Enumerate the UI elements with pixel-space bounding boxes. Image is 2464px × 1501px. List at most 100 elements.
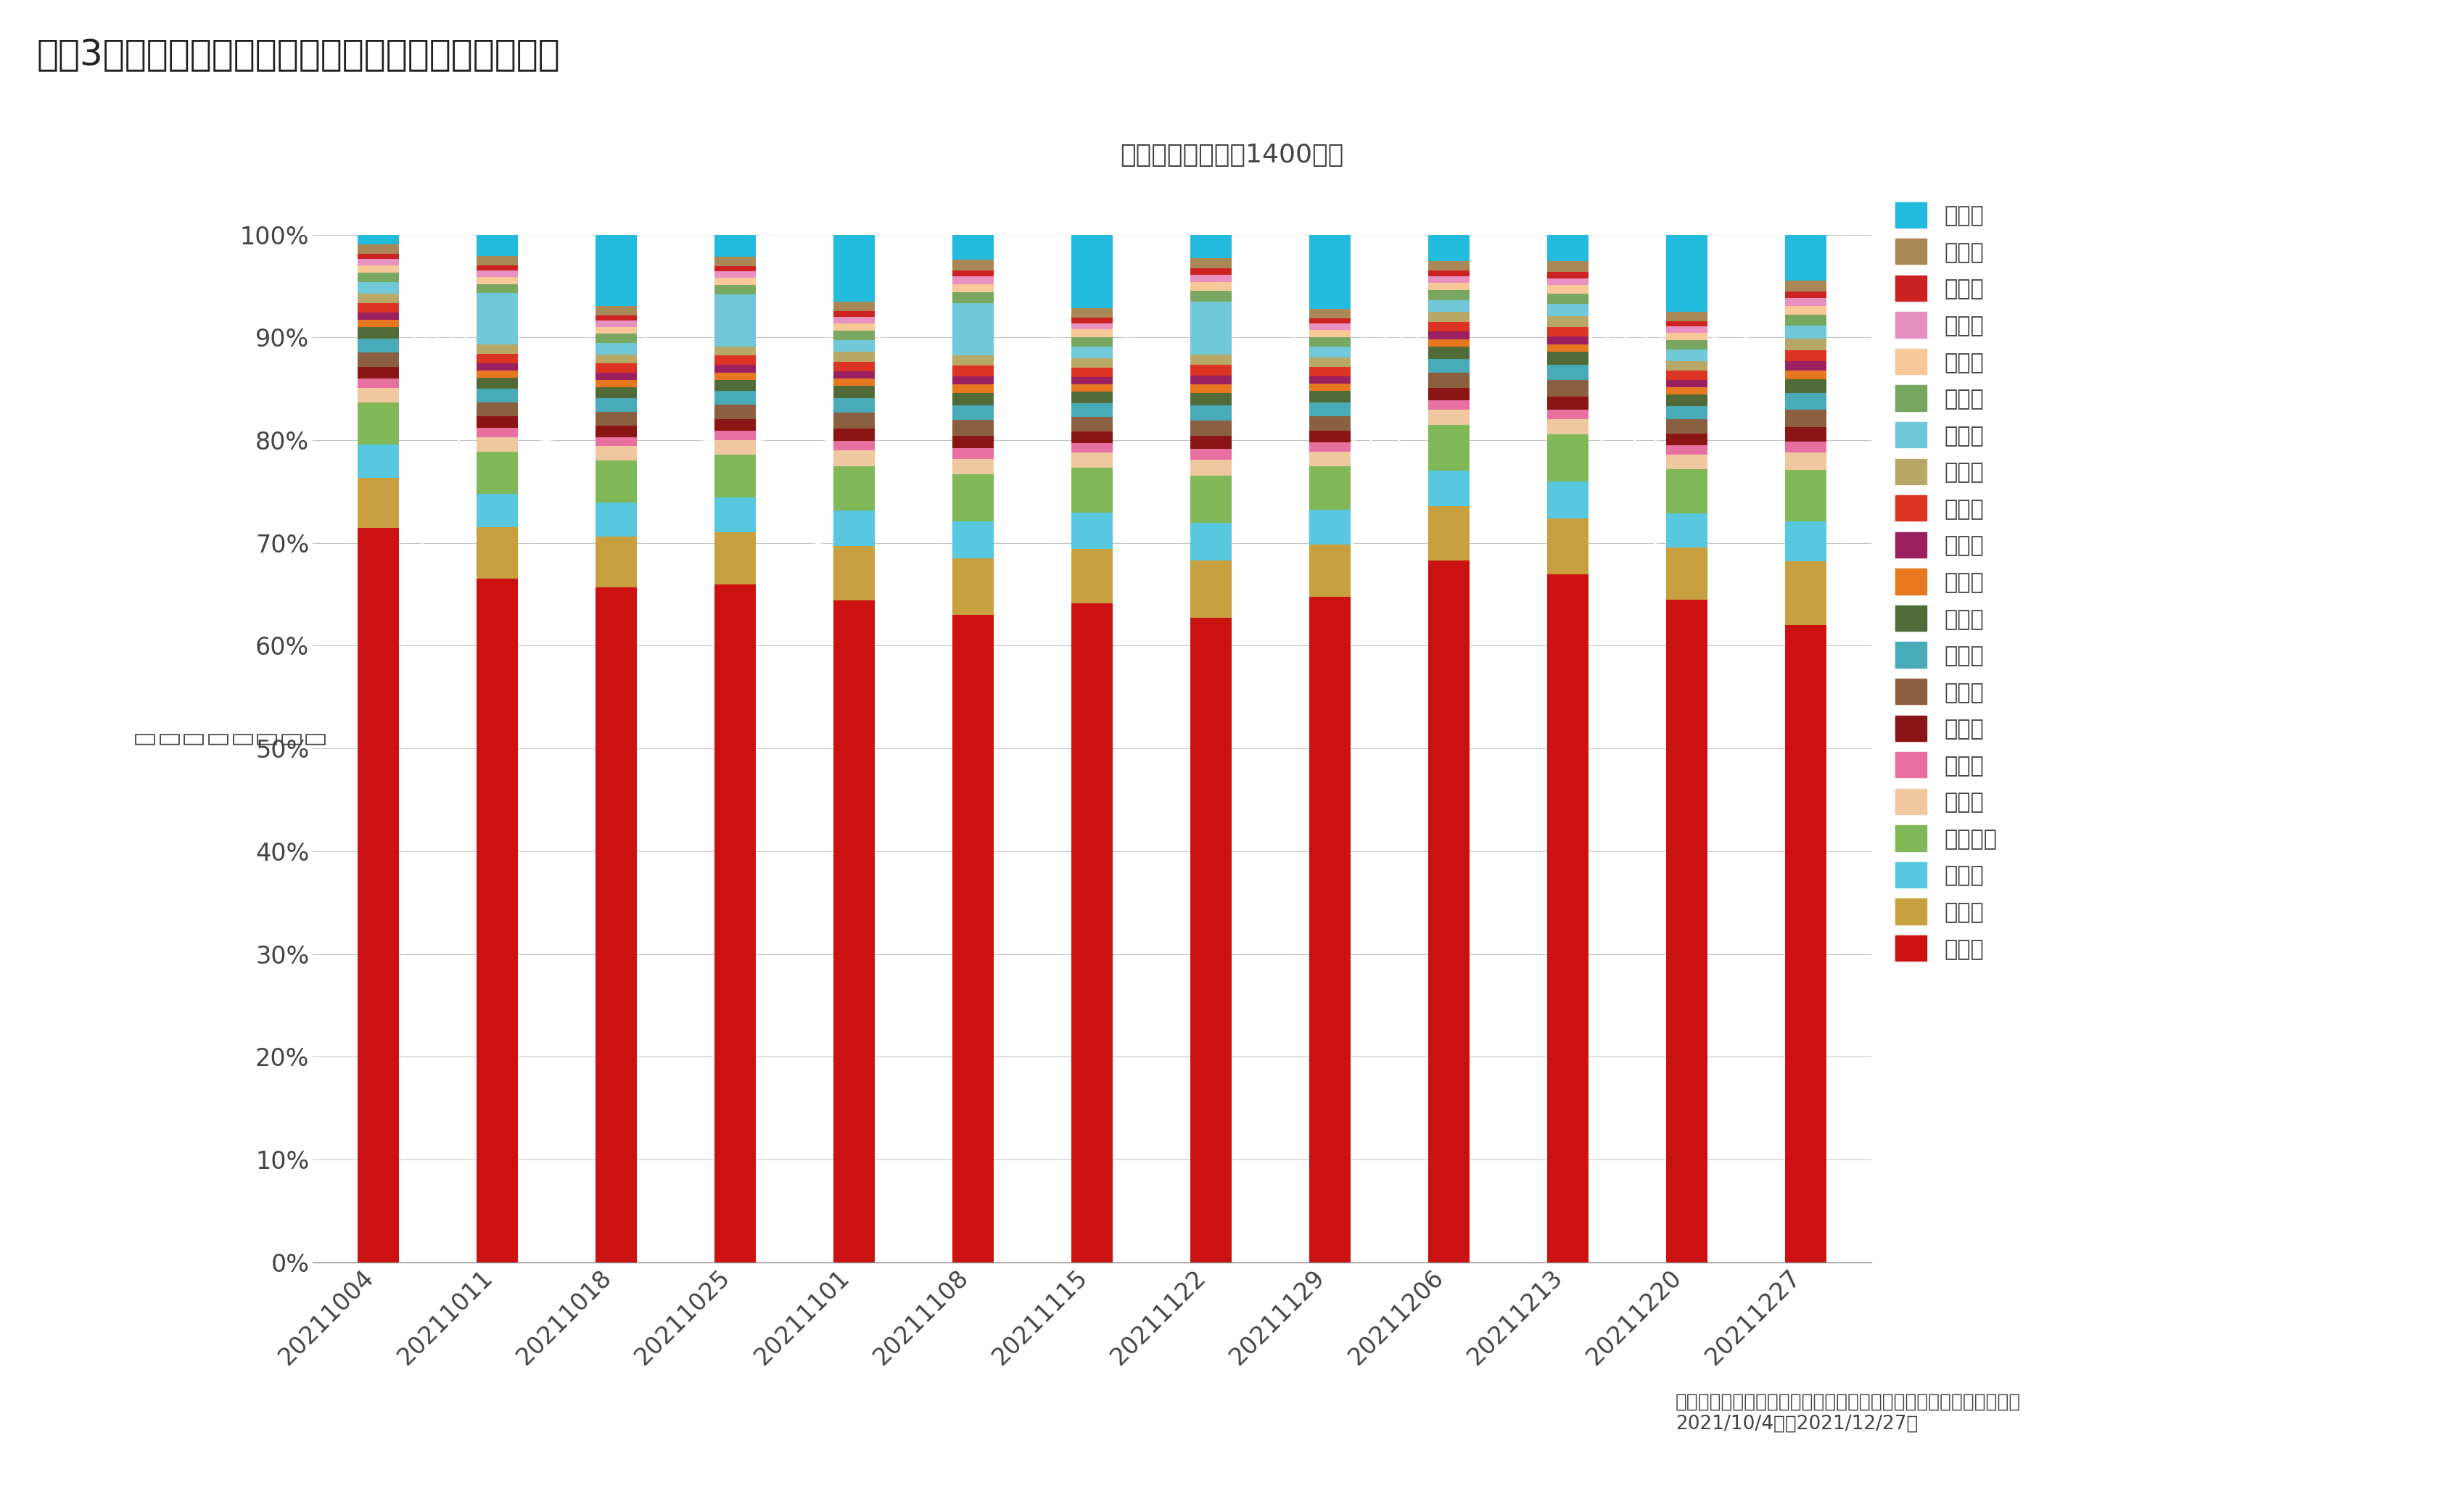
Bar bbox=[715, 431, 756, 440]
Bar bbox=[715, 531, 756, 584]
Bar bbox=[715, 405, 756, 419]
Bar bbox=[715, 278, 756, 285]
Bar bbox=[596, 587, 636, 1262]
Bar bbox=[1072, 336, 1114, 347]
Bar bbox=[1072, 323, 1114, 330]
Bar bbox=[1429, 506, 1469, 561]
Bar bbox=[1547, 336, 1589, 344]
Bar bbox=[951, 377, 993, 384]
Bar bbox=[1666, 470, 1708, 513]
Bar bbox=[1784, 561, 1826, 624]
Bar bbox=[1547, 575, 1589, 1262]
Bar bbox=[833, 428, 875, 441]
Bar bbox=[1429, 261, 1469, 270]
Bar bbox=[1666, 350, 1708, 360]
Bar bbox=[596, 306, 636, 315]
Bar bbox=[1547, 380, 1589, 396]
Bar bbox=[1784, 314, 1826, 326]
Bar bbox=[951, 356, 993, 366]
Bar bbox=[1547, 410, 1589, 419]
Bar bbox=[1429, 290, 1469, 300]
Bar bbox=[1429, 425, 1469, 471]
Bar bbox=[833, 234, 875, 302]
Bar bbox=[951, 393, 993, 405]
Bar bbox=[1547, 344, 1589, 351]
Bar bbox=[1308, 392, 1350, 402]
Bar bbox=[1666, 446, 1708, 455]
Bar bbox=[476, 579, 517, 1262]
Bar bbox=[596, 354, 636, 363]
Bar bbox=[1308, 377, 1350, 384]
Bar bbox=[1666, 548, 1708, 600]
Bar bbox=[951, 293, 993, 303]
Bar bbox=[476, 354, 517, 363]
Bar bbox=[951, 449, 993, 459]
Bar bbox=[1429, 276, 1469, 282]
Bar bbox=[715, 584, 756, 1262]
Bar bbox=[1308, 357, 1350, 368]
Bar bbox=[833, 546, 875, 600]
Bar bbox=[596, 536, 636, 587]
Bar bbox=[1547, 365, 1589, 380]
Bar bbox=[1190, 291, 1232, 302]
Bar bbox=[1072, 468, 1114, 513]
Bar bbox=[1547, 278, 1589, 285]
Bar bbox=[833, 323, 875, 330]
Bar bbox=[1190, 354, 1232, 365]
Bar bbox=[833, 450, 875, 465]
Bar bbox=[1666, 513, 1708, 548]
Bar bbox=[715, 392, 756, 405]
Bar bbox=[1308, 368, 1350, 377]
Bar bbox=[1072, 513, 1114, 549]
Bar bbox=[1072, 392, 1114, 404]
Bar bbox=[596, 315, 636, 321]
Bar bbox=[715, 419, 756, 431]
Bar bbox=[1429, 332, 1469, 339]
Bar bbox=[1784, 306, 1826, 314]
Bar bbox=[1308, 402, 1350, 416]
Bar bbox=[476, 437, 517, 452]
Bar bbox=[357, 293, 399, 303]
Bar bbox=[1072, 384, 1114, 392]
Bar bbox=[596, 446, 636, 461]
Bar bbox=[357, 378, 399, 387]
Bar bbox=[951, 234, 993, 260]
Bar bbox=[1784, 339, 1826, 351]
Bar bbox=[715, 285, 756, 294]
Bar bbox=[951, 615, 993, 1262]
Bar bbox=[1308, 330, 1350, 336]
Bar bbox=[357, 528, 399, 1262]
Bar bbox=[715, 380, 756, 392]
Bar bbox=[1308, 309, 1350, 318]
Bar bbox=[1784, 362, 1826, 371]
Bar bbox=[833, 386, 875, 398]
Bar bbox=[1784, 378, 1826, 393]
Bar bbox=[476, 266, 517, 270]
Bar bbox=[715, 356, 756, 365]
Bar bbox=[951, 459, 993, 474]
Bar bbox=[951, 405, 993, 420]
Bar bbox=[1784, 371, 1826, 378]
Bar bbox=[357, 387, 399, 402]
Bar bbox=[357, 303, 399, 312]
Bar bbox=[1190, 375, 1232, 384]
Bar bbox=[1190, 437, 1232, 449]
Bar bbox=[596, 344, 636, 354]
Bar bbox=[1072, 347, 1114, 357]
Legend: その他, 新潟県, 岐阜県, 京都府, 山梨県, 福島県, 長野県, 宮城県, 北海道, 福岡県, 兵庫県, 静岡県, 群馬県, 栃木県, 愛知県, 大阪府, : その他, 新潟県, 岐阜県, 京都府, 山梨県, 福島県, 長野県, 宮城県, … bbox=[1887, 194, 2006, 970]
Bar bbox=[833, 398, 875, 413]
Bar bbox=[1072, 234, 1114, 308]
Bar bbox=[476, 257, 517, 266]
Bar bbox=[833, 339, 875, 351]
Bar bbox=[951, 420, 993, 435]
Bar bbox=[715, 372, 756, 380]
Bar bbox=[1666, 360, 1708, 371]
Bar bbox=[951, 384, 993, 393]
Bar bbox=[715, 365, 756, 372]
Bar bbox=[476, 494, 517, 527]
Bar bbox=[357, 254, 399, 258]
Bar bbox=[1072, 308, 1114, 318]
Bar bbox=[476, 234, 517, 257]
Bar bbox=[1429, 300, 1469, 312]
Bar bbox=[833, 330, 875, 339]
